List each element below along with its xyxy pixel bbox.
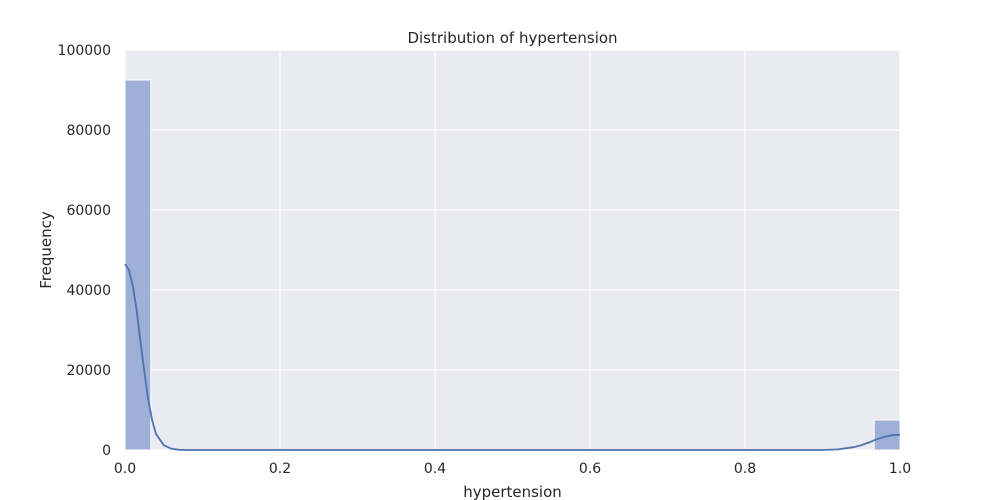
- x-tick-label: 0.4: [424, 461, 446, 477]
- plot-area: [125, 50, 900, 450]
- chart-title: Distribution of hypertension: [407, 29, 617, 47]
- x-axis-label: hypertension: [463, 483, 562, 500]
- x-tick-label: 0.2: [269, 461, 291, 477]
- x-tick-label: 1.0: [889, 461, 911, 477]
- x-tick-label: 0.6: [579, 461, 601, 477]
- y-tick-label: 40000: [66, 283, 111, 299]
- kde-curve: [124, 263, 901, 451]
- x-tick-label: 0.8: [734, 461, 756, 477]
- x-axis-ticks: 0.0 0.2 0.4 0.6 0.8 1.0: [114, 461, 911, 477]
- y-tick-label: 100000: [58, 43, 111, 59]
- y-axis-ticks: 0 20000 40000 60000 80000 100000: [58, 43, 111, 459]
- x-tick-label: 0.0: [114, 461, 136, 477]
- y-tick-label: 0: [102, 443, 111, 459]
- y-tick-label: 60000: [66, 203, 111, 219]
- y-axis-label: Frequency: [37, 211, 55, 289]
- y-tick-label: 20000: [66, 363, 111, 379]
- y-tick-label: 80000: [66, 123, 111, 139]
